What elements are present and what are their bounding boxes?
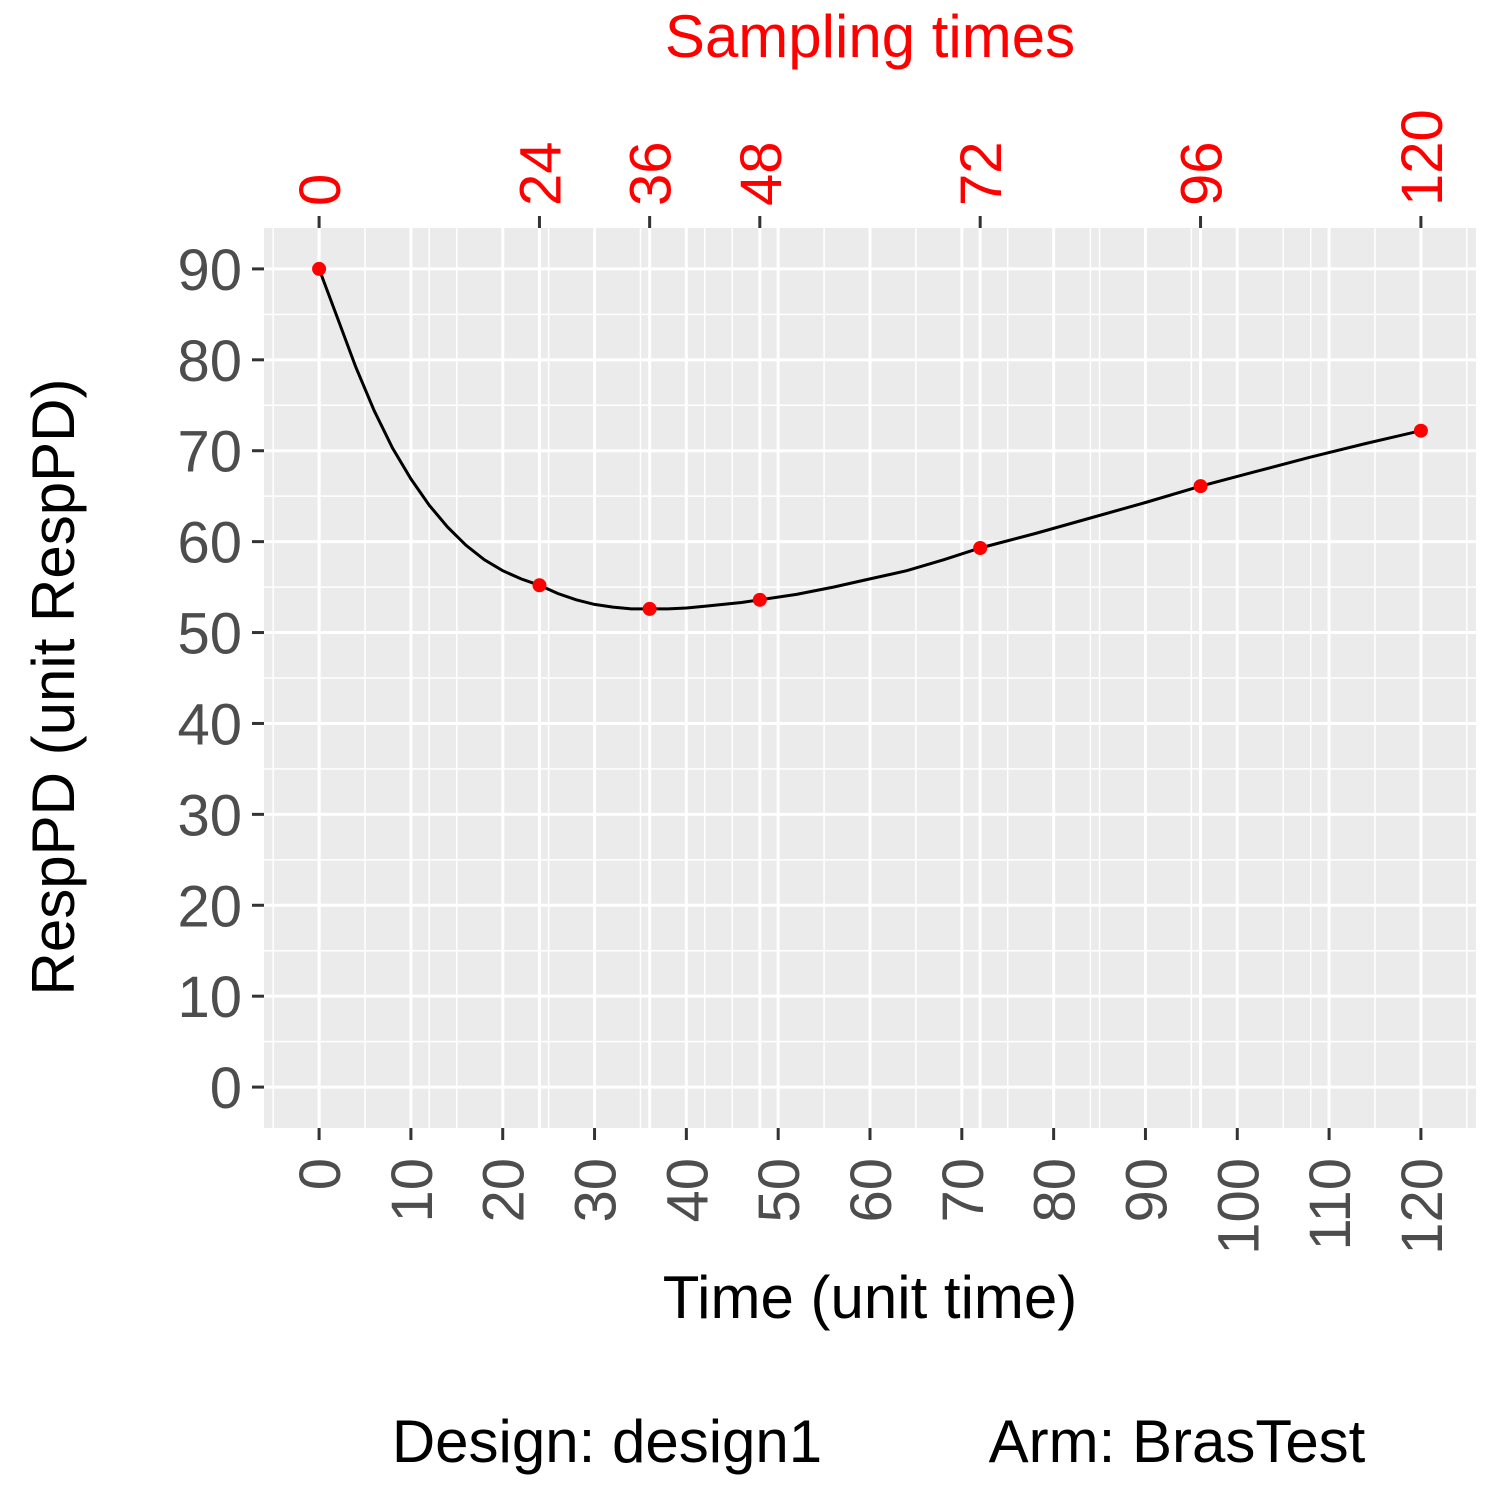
top-tick-label: 24 xyxy=(508,141,573,206)
y-tick-label: 80 xyxy=(177,329,242,394)
caption-arm: Arm: BrasTest xyxy=(989,1408,1366,1475)
sampling-points xyxy=(312,261,1428,616)
y-tick-label: 10 xyxy=(177,965,242,1030)
top-tick-label: 48 xyxy=(729,141,794,206)
x-tick-label: 100 xyxy=(1206,1158,1271,1255)
x-tick-label: 50 xyxy=(747,1158,812,1223)
x-tick-label: 90 xyxy=(1114,1158,1179,1223)
x-tick-label: 120 xyxy=(1390,1158,1455,1255)
top-tick-label: 36 xyxy=(619,141,684,206)
sampling-point xyxy=(1413,423,1428,438)
caption-design: Design: design1 xyxy=(392,1408,822,1475)
x-axis-title: Time (unit time) xyxy=(663,1264,1078,1331)
sampling-point xyxy=(973,541,988,555)
y-tick-label: 50 xyxy=(177,602,242,667)
y-tick-label: 90 xyxy=(177,238,242,303)
y-tick-label: 40 xyxy=(177,692,242,757)
x-tick-label: 20 xyxy=(472,1158,537,1223)
top-tick-label: 96 xyxy=(1170,141,1235,206)
top-tick-label: 72 xyxy=(949,141,1014,206)
x-tick-label: 60 xyxy=(839,1158,904,1223)
x-tick-label: 10 xyxy=(380,1158,445,1223)
sampling-point xyxy=(312,261,327,276)
x-tick-label: 0 xyxy=(288,1158,353,1190)
y-tick-label: 60 xyxy=(177,511,242,576)
x-tick-label: 110 xyxy=(1298,1158,1363,1250)
y-tick-label: 30 xyxy=(177,783,242,848)
grid-major xyxy=(264,228,1476,1128)
x-tick-label: 70 xyxy=(931,1158,996,1223)
sampling-point xyxy=(532,578,547,593)
x-axis-ticks: 0 10 20 30 40 50 60 70 80 90 100 110 120 xyxy=(288,1128,1455,1255)
y-axis-title: RespPD (unit RespPD) xyxy=(20,379,87,996)
sampling-point xyxy=(642,601,657,616)
top-axis-ticks: 0 24 36 48 72 96 120 xyxy=(288,109,1455,228)
top-tick-label: 120 xyxy=(1390,109,1455,206)
sampling-point xyxy=(752,592,767,607)
sampling-point xyxy=(1193,479,1208,494)
y-tick-label: 20 xyxy=(177,874,242,939)
response-curve xyxy=(317,268,1422,611)
x-tick-label: 30 xyxy=(564,1158,629,1223)
top-tick-label: 0 xyxy=(288,174,353,206)
y-axis-ticks: 0 10 20 30 40 50 60 70 80 90 xyxy=(177,238,264,1121)
x-tick-label: 40 xyxy=(655,1158,720,1223)
y-tick-label: 0 xyxy=(210,1056,242,1121)
x-tick-label: 80 xyxy=(1023,1158,1088,1223)
y-tick-label: 70 xyxy=(177,420,242,485)
top-axis-title: Sampling times xyxy=(665,3,1075,70)
